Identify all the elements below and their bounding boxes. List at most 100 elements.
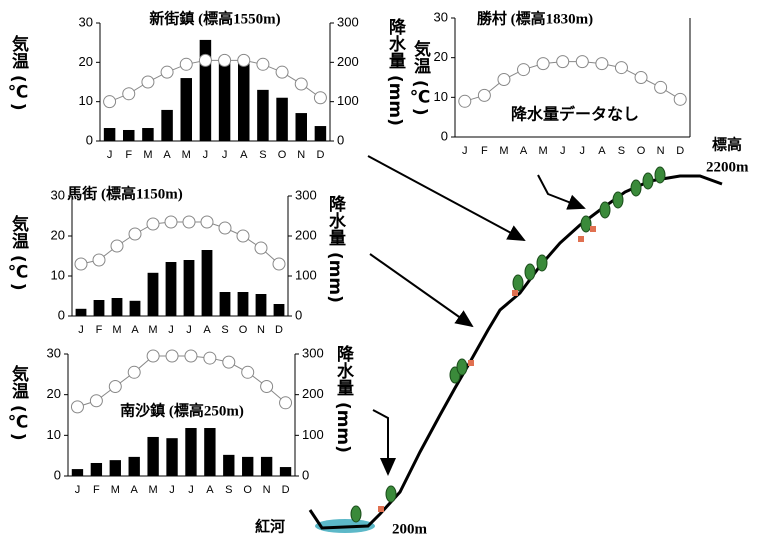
y-tick-label: 0 bbox=[54, 467, 61, 482]
temperature-point bbox=[655, 81, 667, 93]
temperature-point bbox=[219, 54, 231, 66]
bar bbox=[315, 126, 327, 141]
y-tick-label: 10 bbox=[51, 267, 65, 282]
trees bbox=[351, 167, 665, 522]
temperature-point bbox=[90, 395, 102, 407]
bar bbox=[181, 78, 193, 141]
y2-axis-label: 降水量 (mm) bbox=[325, 194, 346, 303]
x-tick-label: A bbox=[131, 484, 139, 496]
temperature-point bbox=[498, 73, 510, 85]
x-tick-label: M bbox=[143, 149, 152, 161]
bar bbox=[238, 292, 249, 316]
temperature-point bbox=[185, 350, 197, 362]
temperature-point bbox=[147, 350, 159, 362]
x-tick-label: A bbox=[206, 484, 214, 496]
chart-title: 馬街 (標高1150m) bbox=[67, 184, 182, 202]
base-elevation: 200m bbox=[392, 521, 428, 537]
y2-tick-label: 0 bbox=[295, 307, 302, 322]
x-tick-label: M bbox=[112, 324, 121, 336]
temperature-point bbox=[71, 401, 83, 413]
bar bbox=[110, 460, 121, 476]
temperature-point bbox=[165, 216, 177, 228]
temperature-point bbox=[161, 66, 173, 78]
x-tick-label: A bbox=[520, 145, 528, 157]
y-axis-label: 気温 (℃) bbox=[8, 364, 30, 441]
y-axis-label: 気温 (℃) bbox=[8, 34, 30, 111]
x-tick-label: A bbox=[203, 324, 211, 336]
x-tick-label: N bbox=[297, 149, 305, 161]
bar bbox=[104, 128, 116, 141]
y2-tick-label: 100 bbox=[337, 93, 359, 108]
y-tick-label: 30 bbox=[51, 187, 65, 202]
y2-tick-label: 200 bbox=[337, 54, 359, 69]
river-label: 紅河 bbox=[255, 517, 285, 535]
x-tick-label: J bbox=[169, 484, 175, 496]
x-tick-label: M bbox=[111, 484, 120, 496]
temperature-point bbox=[635, 72, 647, 84]
x-tick-label: A bbox=[131, 324, 139, 336]
x-tick-label: M bbox=[539, 145, 548, 157]
bar bbox=[148, 273, 159, 316]
x-tick-label: J bbox=[75, 484, 81, 496]
temperature-line bbox=[77, 356, 285, 407]
y-tick-label: 10 bbox=[47, 427, 61, 442]
bar bbox=[220, 292, 231, 316]
x-tick-label: S bbox=[259, 149, 266, 161]
chart-title: 新街鎮 (標高1550m) bbox=[149, 9, 280, 27]
bar bbox=[219, 60, 231, 141]
y2-axis-label: 降水量 (mm) bbox=[385, 17, 406, 126]
y-tick-label: 0 bbox=[86, 132, 93, 147]
temperature-point bbox=[219, 222, 231, 234]
x-tick-label: N bbox=[263, 484, 271, 496]
y-tick-label: 20 bbox=[51, 227, 65, 242]
x-tick-label: J bbox=[580, 145, 586, 157]
y-tick-label: 20 bbox=[434, 49, 448, 64]
bar bbox=[166, 438, 177, 476]
chart-title: 勝村 (標高1830m) bbox=[477, 9, 593, 27]
climate-chart: 01020300100200300JFMAMJJASOND南沙鎮 (標高250m… bbox=[8, 344, 354, 496]
arrows bbox=[368, 156, 584, 474]
temperature-line bbox=[81, 222, 279, 264]
x-tick-label: J bbox=[186, 324, 192, 336]
x-tick-label: S bbox=[221, 324, 228, 336]
temperature-point bbox=[596, 58, 608, 70]
temperature-point bbox=[204, 352, 216, 364]
x-tick-label: F bbox=[125, 149, 132, 161]
x-tick-label: N bbox=[257, 324, 265, 336]
x-tick-label: O bbox=[239, 324, 248, 336]
temperature-point bbox=[223, 356, 235, 368]
x-tick-label: J bbox=[78, 324, 84, 336]
x-tick-label: D bbox=[676, 145, 684, 157]
temperature-point bbox=[129, 228, 141, 240]
y-tick-label: 30 bbox=[47, 345, 61, 360]
x-tick-label: J bbox=[560, 145, 566, 157]
temperature-point bbox=[273, 258, 285, 270]
x-tick-label: O bbox=[637, 145, 646, 157]
bar bbox=[223, 455, 234, 476]
bar bbox=[123, 130, 135, 141]
temperature-point bbox=[615, 62, 627, 74]
temperature-point bbox=[183, 216, 195, 228]
x-tick-label: F bbox=[96, 324, 103, 336]
y2-tick-label: 100 bbox=[295, 267, 317, 282]
temperature-point bbox=[255, 242, 267, 254]
temperature-point bbox=[459, 95, 471, 107]
x-tick-label: F bbox=[481, 145, 488, 157]
chart-title: 南沙鎮 (標高250m) bbox=[120, 401, 244, 419]
x-tick-label: D bbox=[275, 324, 283, 336]
y2-tick-label: 300 bbox=[295, 187, 317, 202]
y-tick-label: 30 bbox=[434, 9, 448, 24]
x-tick-label: S bbox=[618, 145, 625, 157]
x-tick-label: J bbox=[203, 149, 209, 161]
bar bbox=[204, 428, 215, 476]
temperature-point bbox=[180, 58, 192, 70]
y-tick-label: 10 bbox=[79, 93, 93, 108]
page: 標高 2200m 紅河 200m 01020300100200300JFMAMJ… bbox=[0, 0, 769, 539]
x-tick-label: M bbox=[182, 149, 191, 161]
slope bbox=[310, 176, 722, 528]
x-tick-label: A bbox=[598, 145, 606, 157]
x-tick-label: M bbox=[148, 324, 157, 336]
bar bbox=[274, 304, 285, 316]
x-tick-label: A bbox=[163, 149, 171, 161]
temperature-point bbox=[674, 93, 686, 105]
